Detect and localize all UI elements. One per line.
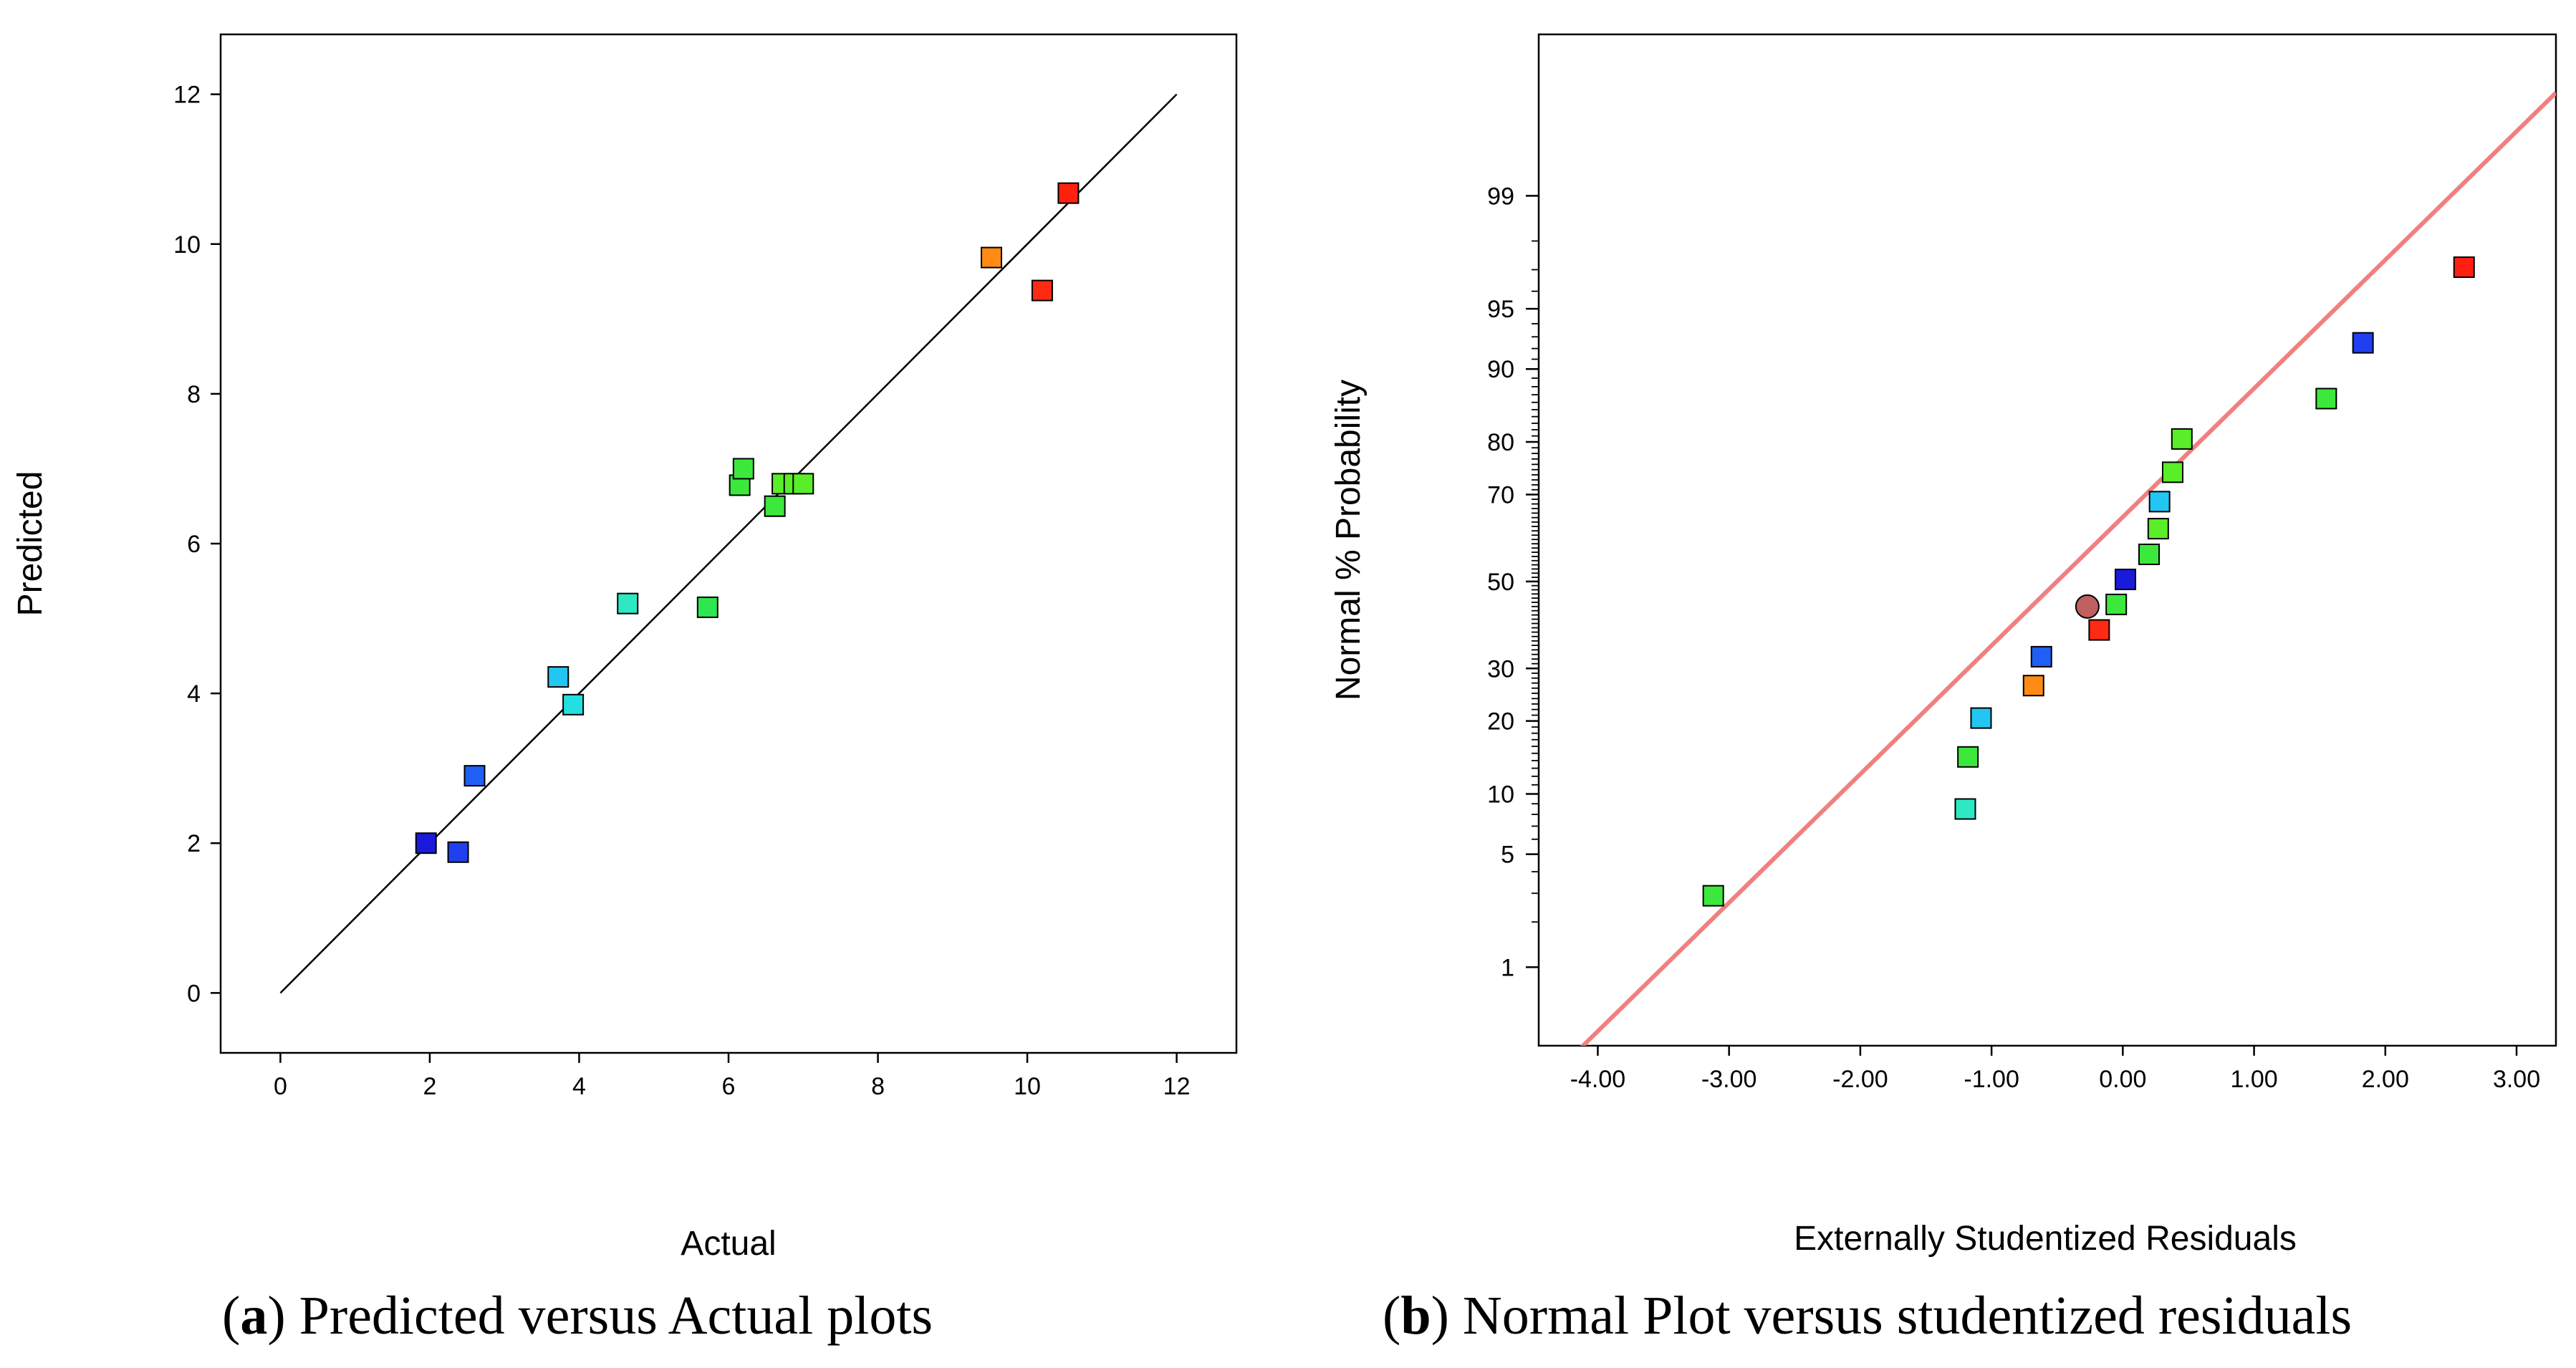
x-tick-label-b: 2.00 <box>2362 1066 2409 1093</box>
data-point-b <box>2453 256 2475 279</box>
caption-b-paren-open: ( <box>1383 1286 1400 1346</box>
data-point-b <box>2352 332 2374 354</box>
data-point-b <box>2105 593 2128 615</box>
y-tick-label-a: 10 <box>173 231 201 259</box>
data-point-a <box>1057 182 1080 204</box>
data-point-a <box>463 765 486 787</box>
x-tick-label-b: -3.00 <box>1701 1066 1757 1093</box>
data-point-a <box>447 841 469 863</box>
y-tick-label-b: 80 <box>1487 429 1514 456</box>
y-tick-label-b: 90 <box>1487 356 1514 383</box>
y-tick-label-b: 70 <box>1487 481 1514 509</box>
data-points-a <box>415 182 1080 863</box>
data-point-a <box>547 666 569 688</box>
x-axis-ticks-b: -4.00 -3.00 -2.00 -1.00 0.00 1.00 2.00 3.00 <box>1570 1046 2540 1093</box>
x-axis-ticks-a: 0 2 4 6 8 10 12 <box>274 1053 1191 1100</box>
data-point-b <box>2030 645 2052 668</box>
data-point-b <box>1954 798 1976 820</box>
y-tick-label-b: 5 <box>1501 842 1514 869</box>
y-tick-label-b: 99 <box>1487 183 1514 210</box>
data-point-b <box>2161 461 2183 483</box>
y-axis-ticks-a: 0 2 4 6 8 10 12 <box>173 82 221 1007</box>
caption-a-paren-open: ( <box>222 1286 240 1346</box>
y-axis-title-b: Normal % Probability <box>1330 380 1368 700</box>
data-point-a <box>981 246 1003 269</box>
caption-b-text: Normal Plot versus studentized residuals <box>1449 1286 2352 1346</box>
caption-b: (b) Normal Plot versus studentized resid… <box>1383 1286 2352 1346</box>
data-point-a <box>1031 279 1053 302</box>
x-axis-title-b: Externally Studentized Residuals <box>1794 1220 2297 1258</box>
caption-a-text: Predicted versus Actual plots <box>286 1286 933 1346</box>
data-point-b <box>1957 746 1979 768</box>
data-point-b <box>1970 707 1992 729</box>
y-tick-label-b: 30 <box>1487 655 1514 683</box>
caption-a-paren-close: ) <box>267 1286 285 1346</box>
predicted-vs-actual-chart: 0 2 4 6 8 10 12 0 2 4 6 8 10 12 Actual Predicted <box>11 33 1238 1263</box>
caption-a-letter: a <box>240 1286 267 1346</box>
y-tick-label-b: 95 <box>1487 296 1514 323</box>
x-tick-label-b: -2.00 <box>1832 1066 1888 1093</box>
normal-probability-chart: -4.00 -3.00 -2.00 -1.00 0.00 1.00 2.00 3.00 151… <box>1330 33 2557 1258</box>
data-point-b <box>2315 387 2337 410</box>
x-tick-label-a: 12 <box>1163 1073 1191 1100</box>
x-axis-title-a: Actual <box>681 1225 776 1263</box>
data-point-b <box>1702 885 1724 907</box>
y-tick-label-b: 20 <box>1487 708 1514 736</box>
reference-line-b <box>1580 91 2556 1046</box>
y-tick-label-b: 10 <box>1487 781 1514 809</box>
x-tick-label-b: 1.00 <box>2230 1066 2277 1093</box>
caption-b-letter: b <box>1400 1286 1431 1346</box>
y-axis-ticks-b: 1 5 10 20 30 50 70 80 90 95 99 <box>1487 183 1539 981</box>
x-tick-label-b: 3.00 <box>2493 1066 2540 1093</box>
y-tick-label-a: 6 <box>187 531 201 558</box>
data-point-b <box>2138 543 2160 565</box>
x-tick-label-a: 8 <box>871 1073 885 1100</box>
y-tick-label-a: 12 <box>173 82 201 109</box>
x-tick-label-b: -1.00 <box>1964 1066 2019 1093</box>
caption-b-paren-close: ) <box>1431 1286 1449 1346</box>
x-tick-label-a: 4 <box>572 1073 586 1100</box>
data-point-b <box>2075 594 2100 619</box>
data-points-b <box>1702 256 2475 907</box>
y-tick-label-a: 8 <box>187 381 201 408</box>
y-tick-label-a: 2 <box>187 830 201 857</box>
x-tick-label-b: 0.00 <box>2099 1066 2146 1093</box>
y-tick-label-b: 50 <box>1487 569 1514 596</box>
data-point-b <box>2022 675 2044 697</box>
data-point-b <box>2147 518 2169 540</box>
plot-area-b <box>1537 33 2557 1047</box>
reference-line-b-path <box>1580 91 2556 1046</box>
data-point-a <box>617 592 639 615</box>
x-tick-label-a: 6 <box>722 1073 736 1100</box>
x-tick-label-a: 10 <box>1014 1073 1041 1100</box>
y-axis-title-a: Predicted <box>11 471 49 617</box>
data-point-b <box>2115 568 2137 590</box>
data-point-a <box>792 473 814 495</box>
x-tick-label-b: -4.00 <box>1570 1066 1626 1093</box>
data-point-a <box>562 693 585 716</box>
y-tick-label-a: 0 <box>187 980 201 1007</box>
data-point-b <box>2148 491 2171 513</box>
data-point-b <box>2088 619 2110 641</box>
data-point-a <box>696 596 719 618</box>
data-point-b <box>2171 428 2193 450</box>
x-tick-label-a: 2 <box>423 1073 436 1100</box>
data-point-a <box>415 832 437 854</box>
caption-a: (a) Predicted versus Actual plots <box>222 1286 933 1346</box>
y-tick-label-b: 1 <box>1501 954 1514 981</box>
y-tick-label-a: 4 <box>187 680 201 708</box>
data-point-a <box>732 458 754 480</box>
x-tick-label-a: 0 <box>274 1073 287 1100</box>
data-point-a <box>764 495 786 517</box>
